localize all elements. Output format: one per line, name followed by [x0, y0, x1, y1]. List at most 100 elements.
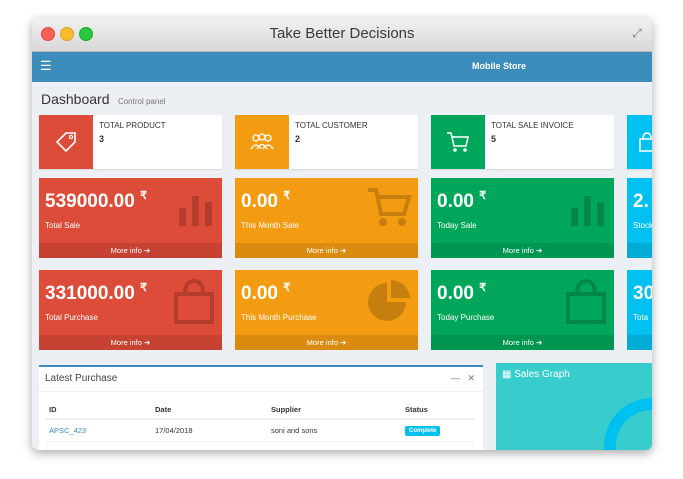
bag-icon	[564, 278, 608, 329]
purchase-date: 17/04/2018	[151, 419, 267, 442]
info-box-total-product: TOTAL PRODUCT 3	[39, 115, 222, 169]
stat-caption: Stock	[633, 221, 652, 230]
top-navbar: ☰ Mobile Store	[32, 52, 652, 82]
small-box-today-purchase: 0.00 ₹ Today Purchase More info ➔	[431, 270, 614, 350]
stat-value: 331000.00 ₹	[45, 282, 148, 304]
panel-tools: — ✕	[451, 373, 475, 384]
collapse-icon[interactable]: —	[450, 373, 460, 383]
column-header-status: Status	[401, 401, 475, 420]
info-box-value: 3	[99, 134, 105, 144]
minimize-window-button[interactable]	[60, 27, 74, 41]
page-title: Dashboard	[41, 91, 110, 107]
purchase-supplier: soni and sons	[267, 419, 401, 442]
column-header-id: ID	[45, 401, 151, 420]
bag-icon	[627, 115, 652, 169]
fullscreen-icon[interactable]: ⤢	[632, 26, 642, 40]
arrow-circle-right-icon: ➔	[536, 338, 543, 347]
window-title: Take Better Decisions	[269, 25, 415, 42]
stat-value: 0.00 ₹	[241, 282, 291, 304]
more-info-link[interactable]: More info ➔	[39, 335, 222, 350]
table-row: APSC_423 17/04/2018 soni and sons Comple…	[45, 419, 475, 442]
rupee-icon: ₹	[479, 282, 487, 294]
stat-value: 539000.00 ₹	[45, 190, 148, 212]
info-box-label: TOTAL PRODUCT	[99, 121, 166, 130]
small-box-this-month-purchase: 0.00 ₹ This Month Purchase More info ➔	[235, 270, 418, 350]
status-badge: Complete	[405, 426, 441, 436]
small-box-total-purchase: 331000.00 ₹ Total Purchase More info ➔	[39, 270, 222, 350]
column-header-supplier: Supplier	[267, 401, 401, 420]
panel-divider	[39, 391, 483, 392]
main-content: Dashboard Control panel TOTAL PRODUCT 3 …	[32, 82, 652, 450]
info-box-total-customer: TOTAL CUSTOMER 2	[235, 115, 418, 169]
bar-chart-icon	[568, 186, 608, 233]
page-header: Dashboard Control panel	[41, 91, 166, 109]
more-info-link[interactable]: More info ➔	[431, 243, 614, 258]
rupee-icon: ₹	[479, 190, 487, 202]
panel-title: ▦ Sales Graph	[502, 369, 570, 380]
rupee-icon: ₹	[140, 282, 148, 294]
cart-icon	[366, 186, 412, 233]
table-header-row: ID Date Supplier Status	[45, 401, 475, 420]
arrow-circle-right-icon: ➔	[340, 246, 347, 255]
stat-caption: Today Purchase	[437, 313, 495, 322]
rupee-icon: ₹	[283, 282, 291, 294]
small-box-total-stock: 30 Tota	[627, 270, 652, 350]
latest-purchase-table: ID Date Supplier Status APSC_423 17/04/2…	[45, 401, 475, 442]
close-icon[interactable]: ✕	[467, 373, 475, 383]
small-box-today-sale: 0.00 ₹ Today Sale More info ➔	[431, 178, 614, 258]
tag-icon	[39, 115, 93, 169]
stat-caption: Total Sale	[45, 221, 81, 230]
title-bar: Take Better Decisions ⤢	[32, 18, 652, 52]
stat-caption: Total Purchase	[45, 313, 98, 322]
small-box-this-month-sale: 0.00 ₹ This Month Sale More info ➔	[235, 178, 418, 258]
menu-toggle-icon[interactable]: ☰	[40, 58, 52, 73]
stat-value: 0.00 ₹	[241, 190, 291, 212]
column-header-date: Date	[151, 401, 267, 420]
rupee-icon: ₹	[283, 190, 291, 202]
latest-purchase-panel: Latest Purchase — ✕ ID Date Supplier Sta…	[39, 365, 483, 450]
arrow-circle-right-icon: ➔	[536, 246, 543, 255]
status-cell: Complete	[401, 419, 475, 442]
close-window-button[interactable]	[41, 27, 55, 41]
pie-chart-icon	[366, 278, 412, 329]
stat-value: 30	[633, 283, 652, 304]
sales-donut-chart	[604, 398, 652, 450]
purchase-id-link[interactable]: APSC_423	[45, 419, 151, 442]
bag-icon	[172, 278, 216, 329]
more-info-link[interactable]: More info ➔	[39, 243, 222, 258]
arrow-circle-right-icon: ➔	[144, 246, 151, 255]
small-box-stock: 2. Stock	[627, 178, 652, 258]
small-box-total-sale: 539000.00 ₹ Total Sale More info ➔	[39, 178, 222, 258]
cart-icon	[431, 115, 485, 169]
panel-title: Latest Purchase	[45, 373, 118, 384]
stat-caption: This Month Purchase	[241, 313, 317, 322]
arrow-circle-right-icon: ➔	[144, 338, 151, 347]
zoom-window-button[interactable]	[79, 27, 93, 41]
more-info-link[interactable]: More info ➔	[431, 335, 614, 350]
more-info-link[interactable]	[627, 335, 652, 350]
more-info-link[interactable]: More info ➔	[235, 335, 418, 350]
arrow-circle-right-icon: ➔	[340, 338, 347, 347]
info-box-label: TOTAL CUSTOMER	[295, 121, 368, 130]
navbar-brand[interactable]: Mobile Store	[472, 61, 527, 71]
info-box-label: TOTAL SALE INVOICE	[491, 121, 574, 130]
stat-caption: Tota	[633, 313, 649, 322]
stat-value: 2.	[633, 191, 649, 212]
info-box-stock	[627, 115, 652, 169]
stat-value: 0.00 ₹	[437, 282, 487, 304]
more-info-link[interactable]	[627, 243, 652, 258]
grid-icon: ▦	[502, 369, 512, 380]
stat-value: 0.00 ₹	[437, 190, 487, 212]
page-subtitle: Control panel	[117, 97, 166, 106]
stat-caption: Today Sale	[437, 221, 477, 230]
more-info-link[interactable]: More info ➔	[235, 243, 418, 258]
app-window: Take Better Decisions ⤢ ☰ Mobile Store D…	[32, 18, 652, 450]
users-icon	[235, 115, 289, 169]
info-box-value: 5	[491, 134, 497, 144]
info-box-total-sale-invoice: TOTAL SALE INVOICE 5	[431, 115, 614, 169]
bar-chart-icon	[176, 186, 216, 233]
sales-graph-panel: ▦ Sales Graph	[496, 363, 652, 450]
rupee-icon: ₹	[140, 190, 148, 202]
stat-caption: This Month Sale	[241, 221, 299, 230]
info-box-value: 2	[295, 134, 301, 144]
